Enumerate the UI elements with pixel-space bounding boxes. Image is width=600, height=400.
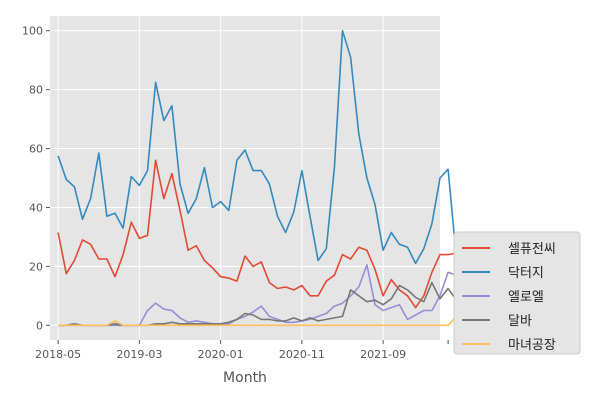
y-tick-label: 0: [36, 319, 43, 332]
y-axis-ticks: 0 20 40 60 80 100: [22, 25, 50, 332]
y-tick-label: 100: [22, 25, 43, 38]
x-axis-ticks: 2018-05 2019-03 2020-01 2020-11 2021-09: [35, 340, 449, 361]
legend-label: 셀퓨전씨: [508, 242, 556, 257]
x-tick-label: 2020-01: [198, 348, 244, 361]
x-tick-label: 2021-09: [360, 348, 406, 361]
y-tick-label: 40: [29, 201, 43, 214]
plot-background: [50, 16, 440, 340]
y-tick-label: 80: [29, 84, 43, 97]
legend-frame: [453, 231, 581, 355]
x-tick-label: 2020-11: [279, 348, 325, 361]
legend-label: 닥터지: [508, 266, 544, 281]
y-tick-label: 20: [29, 260, 43, 273]
x-tick-label: 2019-03: [116, 348, 162, 361]
series-lines: [57, 29, 458, 327]
series-line-1: [57, 159, 457, 309]
x-axis-label: Month: [223, 370, 267, 386]
legend-label: 달바: [508, 314, 532, 329]
x-tick-label: 2018-05: [35, 348, 81, 361]
series-line-5: [58, 315, 457, 327]
y-tick-label: 60: [29, 143, 43, 156]
legend-label: 엘로엘: [508, 290, 544, 305]
legend-label: 마녀공장: [508, 338, 556, 353]
series-line-2: [57, 29, 458, 265]
